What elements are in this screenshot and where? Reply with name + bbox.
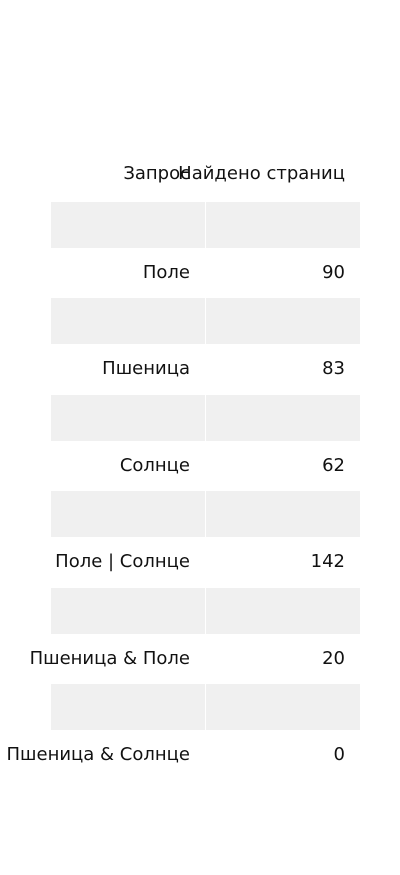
row-shade-right: [206, 394, 360, 441]
cell-query: Поле | Солнце: [55, 551, 190, 573]
row-shade-left: [51, 683, 205, 730]
cell-query: Солнце: [119, 454, 190, 476]
row-shade-left: [51, 491, 205, 538]
column-header-query: Запрос: [123, 163, 190, 184]
cell-query: Пшеница & Поле: [29, 647, 190, 669]
table-row: Солнце 62: [0, 394, 400, 491]
cell-count: 142: [310, 551, 345, 573]
column-header-pages-found: Найдено страниц: [178, 163, 345, 184]
row-shade-right: [206, 298, 360, 345]
row-shade-left: [51, 202, 205, 248]
cell-count: 20: [322, 647, 345, 669]
cell-count: 62: [322, 454, 345, 476]
cell-query: Пшеница: [102, 358, 190, 380]
row-shade-right: [206, 683, 360, 730]
row-shade-right: [206, 202, 360, 248]
row-shade-right: [206, 587, 360, 634]
table-row: Пшеница & Солнце 0: [0, 683, 400, 780]
row-shade-left: [51, 587, 205, 634]
row-shade-left: [51, 394, 205, 441]
cell-query: Поле: [142, 262, 190, 283]
table-header: Запрос Найдено страниц: [0, 163, 400, 191]
cell-count: 83: [322, 358, 345, 380]
table-row: Поле 90: [0, 202, 400, 298]
cell-query: Пшеница & Солнце: [6, 743, 191, 765]
cell-count: 0: [333, 743, 345, 765]
results-table: Поле 90 Пшеница 83 Солнце 62 Поле | Солн…: [0, 202, 400, 780]
cell-count: 90: [322, 262, 345, 283]
row-shade-left: [51, 298, 205, 345]
table-row: Поле | Солнце 142: [0, 491, 400, 587]
row-shade-right: [206, 491, 360, 538]
table-row: Пшеница 83: [0, 298, 400, 394]
table-row: Пшеница & Поле 20: [0, 587, 400, 684]
